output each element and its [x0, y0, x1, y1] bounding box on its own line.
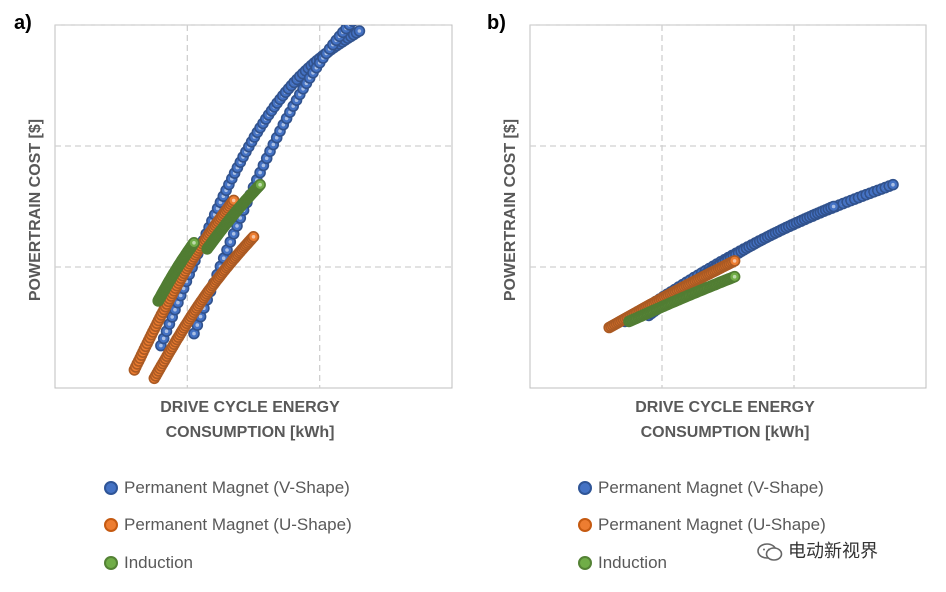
data-point: [374, 0, 384, 2]
legend-item-u-shape: Permanent Magnet (U-Shape): [578, 514, 826, 536]
data-point-highlight: [161, 336, 166, 341]
data-point-highlight: [261, 163, 266, 168]
data-point-highlight: [364, 6, 368, 10]
data-point-highlight: [167, 322, 172, 326]
data-point-highlight: [357, 29, 362, 33]
data-point-highlight: [891, 182, 895, 187]
data-point-highlight: [281, 122, 286, 127]
data-point-highlight: [231, 198, 236, 203]
legend-marker-induction: [104, 555, 118, 570]
data-point: [351, 13, 361, 23]
legend-marker-v-shape: [104, 480, 118, 495]
data-point-highlight: [351, 19, 355, 23]
series-permanent-magnet-u-shape: [128, 194, 260, 385]
x-axis-label-b-line2: CONSUMPTION [kWh]: [640, 424, 810, 441]
data-point-highlight: [231, 232, 236, 236]
data-point: [364, 0, 374, 10]
legend-marker-u-shape: [578, 517, 592, 532]
chart-panel-b: b) POWERTRAIN COST [$] DRIVE CYCLE ENERG…: [473, 0, 946, 592]
data-point-highlight: [278, 129, 282, 133]
data-point-highlight: [238, 216, 243, 220]
data-point-highlight: [258, 170, 262, 175]
data-point-highlight: [228, 240, 233, 244]
data-point-highlight: [192, 241, 196, 245]
data-point: [371, 0, 381, 4]
data-point-highlight: [173, 307, 177, 312]
data-point-highlight: [221, 256, 226, 261]
legend-item-v-shape: Permanent Magnet (V-Shape): [104, 477, 350, 499]
plot-area: [54, 24, 453, 389]
data-point-highlight: [176, 300, 180, 305]
data-point-highlight: [732, 259, 737, 263]
data-point-highlight: [268, 149, 272, 154]
x-axis-label-a-line2: CONSUMPTION [kWh]: [165, 424, 335, 441]
legend-label-v-shape: Permanent Magnet (V-Shape): [124, 478, 350, 497]
data-point-highlight: [181, 286, 186, 291]
x-axis-label-a-line1: DRIVE CYCLE ENERGY: [160, 399, 340, 416]
data-point-highlight: [284, 116, 289, 121]
scatter-plot-b: POWERTRAIN COST [$]: [502, 24, 927, 389]
data-point-highlight: [374, 0, 378, 1]
legend-item-v-shape: Permanent Magnet (V-Shape): [578, 477, 824, 499]
legend-item-induction: Induction: [578, 552, 667, 574]
data-point-highlight: [170, 315, 174, 319]
panel-label-a: a): [14, 12, 32, 34]
y-axis-label: POWERTRAIN COST [$]: [502, 119, 519, 301]
data-point-highlight: [354, 16, 358, 20]
data-point-highlight: [258, 182, 262, 187]
legend-marker-v-shape: [578, 480, 592, 495]
plot-area: [529, 24, 927, 389]
data-point-highlight: [178, 293, 183, 298]
legend-label-v-shape: Permanent Magnet (V-Shape): [598, 478, 824, 497]
x-axis-label-b: DRIVE CYCLE ENERGY CONSUMPTION [kWh]: [605, 395, 845, 445]
data-point-highlight: [358, 13, 362, 17]
scatter-plot-a: POWERTRAIN COST [$]: [27, 0, 453, 389]
legend-label-u-shape: Permanent Magnet (U-Shape): [124, 515, 352, 534]
watermark: 电动新视界: [756, 537, 878, 563]
data-point: [361, 3, 371, 13]
panel-label-b: b): [487, 12, 506, 34]
legend-marker-u-shape: [104, 517, 118, 532]
data-point-highlight: [251, 235, 256, 239]
data-point-highlight: [371, 0, 375, 4]
data-point-highlight: [195, 323, 200, 327]
data-point: [348, 25, 358, 27]
legend-label-u-shape: Permanent Magnet (U-Shape): [598, 515, 826, 534]
series-induction: [623, 270, 741, 328]
data-point-highlight: [225, 248, 229, 252]
x-axis-label-b-line1: DRIVE CYCLE ENERGY: [635, 399, 815, 416]
data-point-highlight: [264, 156, 269, 161]
legend-marker-induction: [578, 555, 592, 570]
x-axis-label-a: DRIVE CYCLE ENERGY CONSUMPTION [kWh]: [130, 395, 370, 445]
chart-panel-a: a) POWERTRAIN COST [$] DRIVE CYCLE ENERG…: [14, 0, 453, 574]
data-point-highlight: [361, 9, 365, 13]
legend-label-induction: Induction: [124, 553, 193, 572]
data-point-highlight: [271, 142, 276, 147]
data-point-highlight: [732, 274, 737, 279]
watermark-text: 电动新视界: [788, 541, 878, 562]
data-point: [354, 9, 364, 19]
data-point: [358, 6, 368, 16]
y-axis-label: POWERTRAIN COST [$]: [27, 119, 44, 301]
data-point-highlight: [274, 135, 279, 140]
data-point-highlight: [159, 343, 163, 348]
data-point-highlight: [192, 331, 196, 336]
data-point: [368, 0, 378, 7]
legend-item-induction: Induction: [104, 552, 193, 574]
series-induction: [152, 178, 266, 307]
data-point-highlight: [235, 224, 239, 228]
data-point-highlight: [368, 3, 372, 7]
data-point-highlight: [198, 314, 203, 319]
legend-item-u-shape: Permanent Magnet (U-Shape): [104, 514, 352, 536]
data-point-highlight: [164, 329, 169, 334]
legend-label-induction: Induction: [598, 553, 667, 572]
wechat-icon: [757, 543, 783, 561]
data-point-highlight: [831, 204, 836, 209]
